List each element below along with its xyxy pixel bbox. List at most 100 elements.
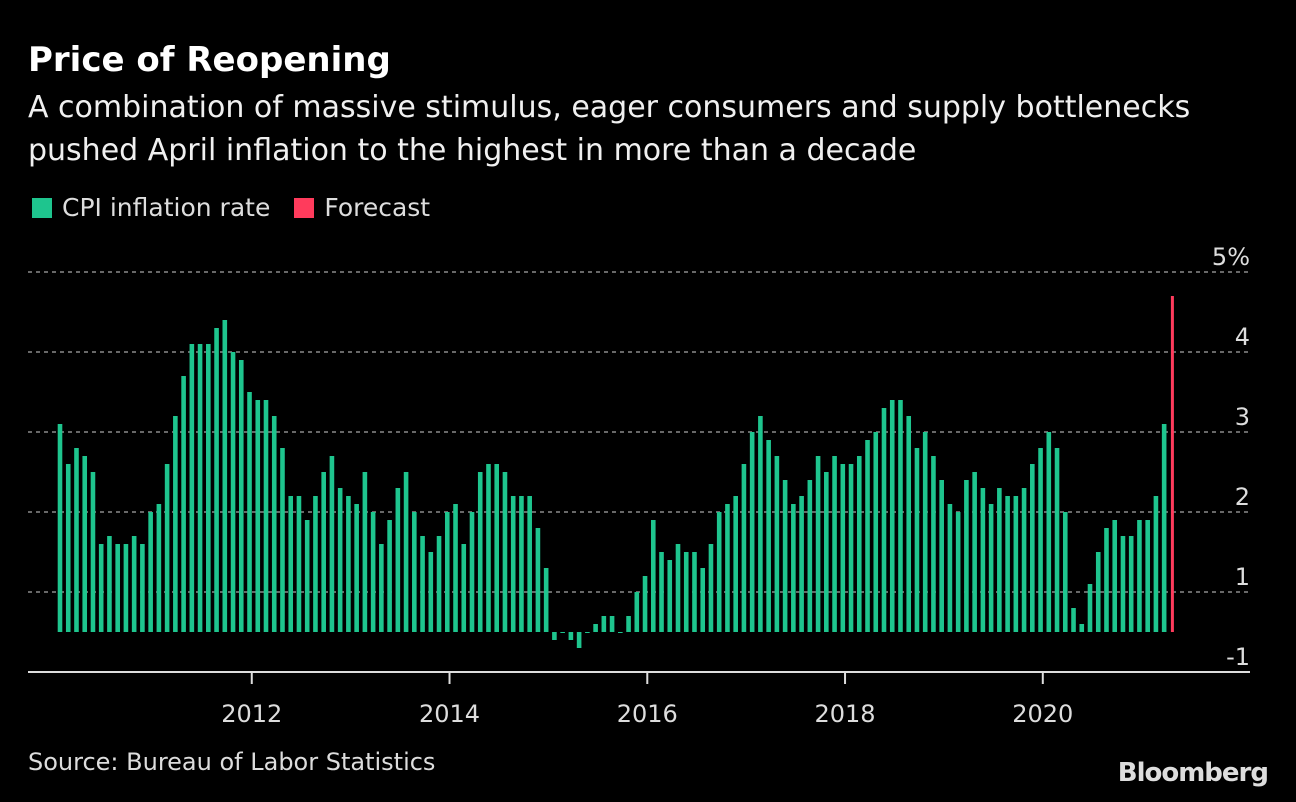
bar	[197, 344, 203, 632]
bar	[1046, 432, 1052, 632]
bar	[741, 464, 747, 632]
bar	[560, 632, 565, 633]
bar	[189, 344, 195, 632]
bar	[362, 472, 368, 632]
bar	[296, 496, 302, 632]
bar	[807, 480, 813, 632]
bar	[1013, 496, 1019, 632]
y-tick-label: 5%	[1212, 243, 1250, 271]
bar	[1054, 448, 1060, 632]
bar	[140, 544, 145, 632]
bar	[1005, 496, 1010, 632]
bar	[1153, 496, 1159, 632]
bar	[469, 512, 475, 632]
bar	[749, 432, 755, 632]
bar	[263, 400, 269, 632]
bar	[1120, 536, 1126, 632]
bar	[1145, 520, 1150, 632]
bar	[156, 504, 162, 632]
bar	[123, 544, 129, 632]
y-tick-label: 4	[1235, 323, 1250, 351]
bar	[271, 416, 277, 632]
bar	[148, 512, 153, 632]
legend-item-cpi: CPI inflation rate	[32, 193, 270, 222]
bar	[181, 376, 186, 632]
bar	[906, 416, 912, 632]
bar	[889, 400, 895, 632]
bar	[980, 488, 986, 632]
bar	[82, 456, 88, 632]
bar	[321, 472, 326, 632]
bar	[552, 632, 557, 640]
bar	[774, 456, 780, 632]
bar	[1112, 520, 1118, 632]
chart-title: Price of Reopening	[28, 40, 391, 80]
bar	[659, 552, 664, 632]
bar	[782, 480, 788, 632]
bar	[74, 448, 79, 632]
bar	[304, 520, 310, 632]
bar	[230, 352, 236, 632]
bar	[692, 552, 697, 632]
bar	[733, 496, 738, 632]
bloomberg-logo: Bloomberg	[1117, 758, 1269, 788]
bar	[238, 360, 244, 632]
bar	[914, 448, 920, 632]
bar	[758, 416, 763, 632]
bar	[428, 552, 434, 632]
bar	[214, 328, 219, 632]
bar	[98, 544, 104, 632]
bar	[313, 496, 318, 632]
y-tick-label: -1	[1226, 643, 1250, 671]
bar	[519, 496, 524, 632]
bar	[832, 456, 837, 632]
bar	[865, 440, 870, 632]
bar	[964, 480, 969, 632]
y-tick-label: 3	[1235, 403, 1250, 431]
bar	[725, 504, 730, 632]
bar	[585, 632, 590, 633]
bar	[1038, 448, 1043, 632]
bar	[972, 472, 977, 632]
bar	[107, 536, 112, 632]
bar	[379, 544, 384, 632]
bar	[642, 576, 648, 632]
bar	[922, 432, 928, 632]
legend-label-forecast: Forecast	[324, 193, 431, 222]
bar	[634, 592, 640, 632]
bar	[618, 632, 623, 633]
bar	[453, 504, 458, 632]
bar	[535, 528, 541, 632]
bar	[675, 544, 681, 632]
bar	[206, 344, 211, 632]
bar	[708, 544, 714, 632]
bar	[1021, 488, 1027, 632]
source-note: Source: Bureau of Labor Statistics	[28, 748, 436, 776]
bar	[543, 568, 549, 632]
bar	[898, 400, 903, 632]
bar	[288, 496, 294, 632]
legend: CPI inflation rate Forecast	[32, 193, 444, 222]
bar	[931, 456, 936, 632]
bar	[626, 616, 631, 632]
bar	[370, 512, 376, 632]
legend-swatch-forecast	[294, 197, 315, 218]
bar	[593, 624, 598, 632]
bar	[90, 472, 96, 632]
bar	[700, 568, 706, 632]
bar	[609, 616, 615, 632]
bar	[57, 424, 63, 632]
bar	[222, 320, 228, 632]
legend-label-cpi: CPI inflation rate	[62, 193, 271, 222]
bar	[667, 560, 673, 632]
bar	[387, 520, 392, 632]
bar	[1137, 520, 1142, 632]
bar	[395, 488, 401, 632]
bar	[115, 544, 120, 632]
bar	[601, 616, 607, 632]
legend-swatch-cpi	[32, 197, 52, 218]
y-tick-label: 2	[1235, 483, 1250, 511]
bar	[791, 504, 796, 632]
bar	[436, 536, 442, 632]
